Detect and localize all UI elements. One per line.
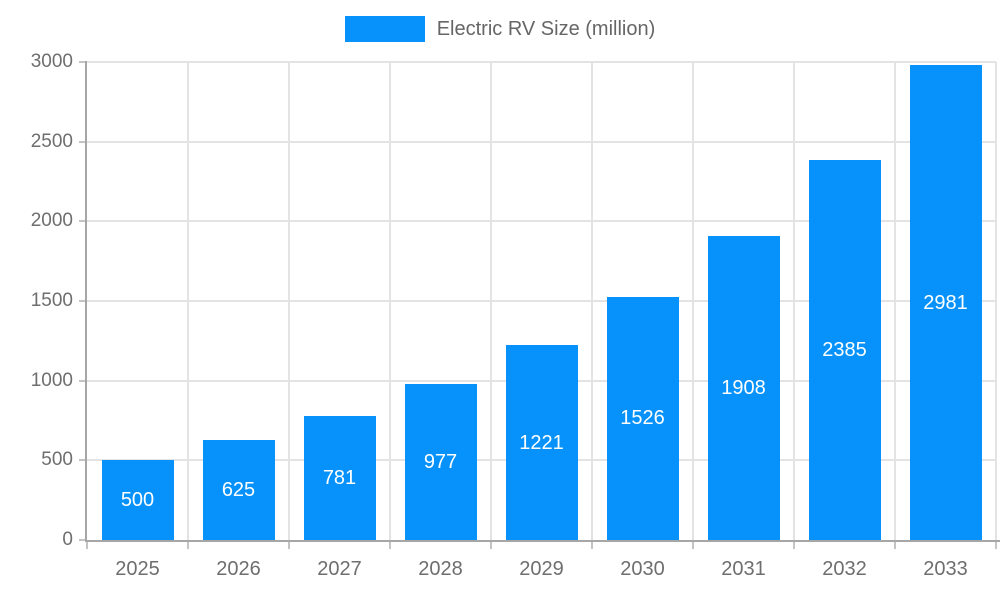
bar-2026[interactable] [202, 440, 275, 540]
chart-legend[interactable]: Electric RV Size (million) [0, 16, 1000, 42]
bar-2030[interactable] [606, 296, 679, 540]
y-axis-tick-label: 2500 [30, 130, 73, 152]
bar-value-label: 1908 [721, 376, 766, 399]
v-gridline [389, 62, 391, 540]
v-gridline [692, 62, 694, 540]
y-axis-tick-label: 1500 [30, 290, 73, 311]
x-axis-tick [995, 541, 997, 549]
x-axis-tick-label: 2026 [216, 558, 261, 580]
y-axis-tick-label: 3000 [30, 51, 73, 72]
bar-value-label: 1526 [620, 407, 665, 430]
bar-2032[interactable] [808, 159, 881, 540]
h-gridline [87, 61, 996, 63]
y-axis-tick [79, 539, 87, 541]
bar-2031[interactable] [707, 235, 780, 540]
x-axis-tick-label: 2032 [822, 558, 867, 580]
bar-2033[interactable] [909, 65, 982, 540]
y-axis-tick-label: 2000 [30, 210, 73, 232]
h-gridline [87, 220, 996, 223]
x-axis-tick [288, 541, 290, 549]
v-gridline [591, 62, 593, 540]
x-axis-tick [591, 541, 593, 549]
v-gridline [793, 62, 795, 540]
y-axis-tick [79, 140, 87, 143]
y-axis-tick-label: 1000 [30, 369, 73, 391]
x-axis-tick [490, 541, 492, 549]
legend-swatch [344, 16, 425, 42]
v-gridline [995, 62, 997, 540]
x-axis-tick-label: 2028 [418, 558, 463, 580]
bar-value-label: 781 [322, 466, 357, 489]
bar-value-label: 625 [221, 479, 256, 502]
h-gridline [87, 140, 996, 143]
bar-2027[interactable] [303, 415, 376, 540]
v-gridline [894, 62, 896, 540]
legend-label: Electric RV Size (million) [436, 17, 656, 40]
y-axis-tick [79, 300, 87, 302]
h-gridline [87, 300, 996, 302]
x-axis-tick [187, 541, 189, 549]
x-axis-tick [389, 541, 391, 549]
y-axis-tick-label: 500 [41, 449, 73, 471]
y-axis-line [85, 61, 87, 541]
x-axis-tick [793, 541, 795, 549]
x-axis-tick [894, 541, 896, 549]
x-axis-tick-label: 2027 [317, 558, 362, 580]
y-axis-tick-label: 0 [62, 529, 73, 550]
y-axis-tick [79, 459, 87, 462]
bar-2025[interactable] [101, 460, 174, 540]
y-axis-tick [79, 379, 87, 382]
x-axis-tick-label: 2025 [115, 558, 160, 580]
bar-value-label: 977 [423, 451, 458, 474]
x-axis-tick-label: 2029 [519, 558, 564, 580]
bar-2028[interactable] [404, 384, 477, 540]
y-axis-tick [79, 220, 87, 223]
bar-value-label: 2385 [822, 338, 867, 361]
x-axis-tick [692, 541, 694, 549]
x-axis-tick-label: 2030 [620, 558, 665, 580]
y-axis-tick [79, 61, 87, 63]
v-gridline [490, 62, 492, 540]
bar-value-label: 1221 [519, 431, 564, 454]
x-axis-tick-label: 2033 [923, 558, 968, 580]
x-axis-tick-label: 2031 [721, 558, 766, 580]
bar-value-label: 2981 [923, 291, 968, 314]
bar-value-label: 500 [120, 489, 155, 512]
v-gridline [288, 62, 290, 540]
v-gridline [187, 62, 189, 540]
x-axis-line [85, 540, 1000, 542]
bar-2029[interactable] [505, 345, 578, 540]
x-axis-tick [86, 541, 88, 549]
